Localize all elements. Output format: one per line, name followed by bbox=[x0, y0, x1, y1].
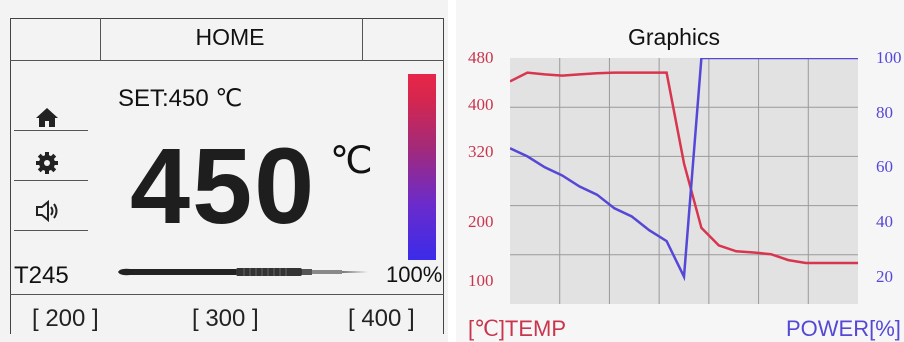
temp-axis-legend: [℃]TEMP bbox=[468, 316, 567, 341]
preset-400-button[interactable]: [ 400 ] bbox=[348, 305, 415, 332]
temp-series-line bbox=[510, 71, 858, 265]
footer-separator bbox=[10, 294, 444, 295]
frame-border bbox=[10, 18, 444, 19]
frame-border bbox=[443, 18, 444, 334]
power-axis-tick: 100 bbox=[876, 48, 902, 67]
graph-title: Graphics bbox=[628, 24, 721, 50]
power-percent: 100% bbox=[386, 262, 443, 287]
setpoint-label: SET:450 ℃ bbox=[118, 85, 243, 112]
temp-axis-tick: 100 bbox=[468, 270, 494, 290]
header-divider bbox=[362, 18, 363, 60]
temp-axis-tick: 320 bbox=[468, 141, 494, 161]
temp-axis-tick: 480 bbox=[468, 48, 494, 67]
frame-border bbox=[10, 18, 11, 334]
graphics-screen: Graphics [℃]TEMP POWER[%] 480 400 320 200 10… bbox=[456, 0, 904, 342]
temp-axis-tick: 400 bbox=[468, 94, 494, 114]
home-screen: HOME SET:450 ℃ 450 ℃ T245 bbox=[0, 0, 448, 342]
preset-300-button[interactable]: [ 300 ] bbox=[192, 305, 259, 332]
current-temperature: 450 bbox=[130, 125, 317, 246]
icon-separator bbox=[14, 180, 88, 181]
preset-200-button[interactable]: [ 200 ] bbox=[32, 305, 99, 332]
gear-icon[interactable] bbox=[32, 148, 62, 178]
home-icon[interactable] bbox=[32, 102, 62, 132]
power-gradient-bar bbox=[408, 74, 436, 260]
tip-model-label: T245 bbox=[14, 262, 69, 289]
temperature-power-chart bbox=[510, 58, 858, 304]
soldering-iron-icon bbox=[118, 268, 368, 276]
power-axis-legend: POWER[%] bbox=[786, 316, 901, 341]
icon-separator bbox=[14, 230, 88, 231]
header-separator bbox=[10, 60, 444, 61]
power-axis-tick: 80 bbox=[876, 102, 893, 122]
temp-axis-tick: 200 bbox=[468, 212, 494, 231]
power-axis-tick: 40 bbox=[876, 212, 893, 231]
header-title: HOME bbox=[195, 24, 265, 50]
power-axis-tick: 60 bbox=[876, 157, 893, 177]
power-axis-tick: 20 bbox=[876, 266, 893, 286]
speaker-icon[interactable] bbox=[32, 196, 62, 226]
header-divider bbox=[100, 18, 101, 60]
power-series-line bbox=[510, 58, 858, 282]
icon-separator bbox=[14, 130, 88, 131]
temperature-unit: ℃ bbox=[330, 140, 373, 182]
